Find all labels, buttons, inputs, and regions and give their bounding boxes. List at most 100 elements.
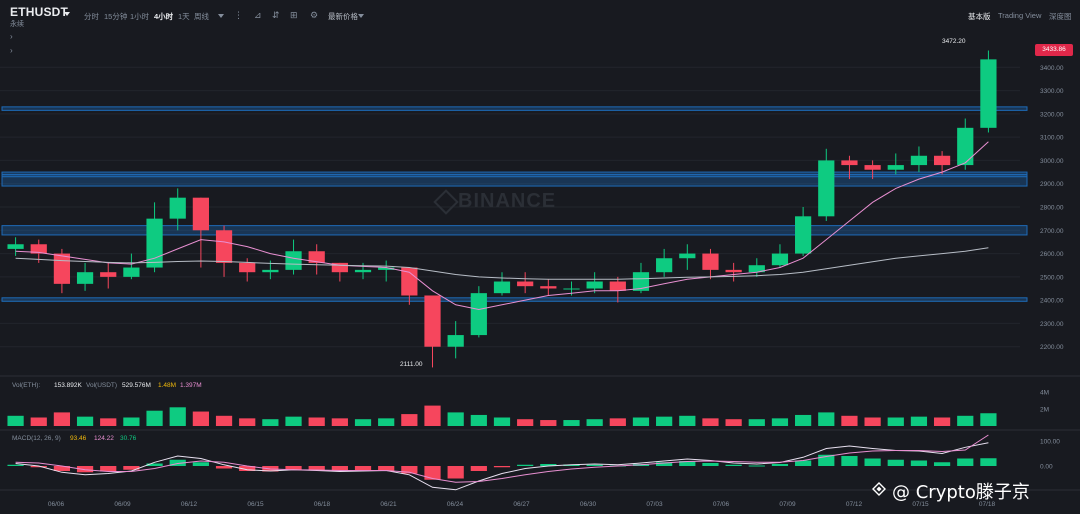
candle-body xyxy=(725,269,742,273)
macd-hist-bar xyxy=(215,466,233,469)
volume-bar xyxy=(493,417,511,426)
tab-depth[interactable]: 深度图 xyxy=(1049,12,1072,21)
volume-bar xyxy=(378,418,395,426)
volume-bar xyxy=(100,418,117,426)
tab-timeframe-4h[interactable]: 4小时 xyxy=(154,12,174,21)
macd-dif-value: 93.46 xyxy=(70,435,87,442)
date-tick-label: 06/18 xyxy=(314,501,331,508)
date-tick-label: 07/12 xyxy=(846,501,863,508)
candle-body xyxy=(910,155,928,166)
macd-hist-bar xyxy=(470,466,487,471)
price-tick-label: 2200.00 xyxy=(1040,344,1064,351)
macd-hist-value: 30.76 xyxy=(120,435,137,442)
volume-usdt-label: Vol(USDT) xyxy=(86,382,118,389)
candle-body xyxy=(470,293,487,336)
price-zone xyxy=(1,225,1028,236)
volume-eth-value: 153.892K xyxy=(54,382,82,389)
volume-bar xyxy=(818,412,835,426)
ma25-line xyxy=(15,141,989,311)
volume-bar xyxy=(7,415,24,426)
low-annotation: 2111.00 xyxy=(400,361,423,368)
macd-hist-bar xyxy=(308,466,325,471)
chevron-down-icon[interactable] xyxy=(358,14,364,18)
price-source-select[interactable]: 最新价格 xyxy=(328,12,358,21)
volume-bar xyxy=(771,418,789,426)
candle-body xyxy=(795,216,812,254)
volume-bar xyxy=(262,419,279,426)
macd-hist-bar xyxy=(702,463,719,466)
candle-body xyxy=(493,281,511,294)
candle-body xyxy=(53,253,71,284)
volume-bar xyxy=(910,416,928,426)
price-zone xyxy=(1,173,1028,187)
current-price-badge: 3433.86 xyxy=(1035,44,1073,56)
price-tick-label: 2700.00 xyxy=(1040,228,1064,235)
tab-timeframe-15m[interactable]: 15分钟 xyxy=(104,12,128,21)
price-tick-label: 3200.00 xyxy=(1040,111,1064,118)
grid-icon[interactable]: ⊞ xyxy=(290,10,298,20)
macd-hist-bar xyxy=(493,466,511,468)
expand-chevron-icon[interactable]: › xyxy=(10,46,13,55)
candle-body xyxy=(262,269,279,273)
indicator-icon[interactable]: ⋮ xyxy=(234,10,243,20)
candle-body xyxy=(401,267,418,296)
tab-tradingview[interactable]: Trading View xyxy=(998,11,1042,20)
volume-ma2-value: 1.397M xyxy=(180,382,202,389)
candle-body xyxy=(239,262,256,273)
chevron-down-icon[interactable] xyxy=(64,12,70,16)
price-tick-label: 2400.00 xyxy=(1040,298,1064,305)
volume-bar xyxy=(632,417,650,426)
price-tick-label: 3100.00 xyxy=(1040,135,1064,142)
macd-tick-label: 100.00 xyxy=(1040,439,1060,446)
volume-bar xyxy=(169,407,186,426)
compare-icon[interactable]: ⇵ xyxy=(272,10,280,20)
volume-ma1-value: 1.48M xyxy=(158,382,177,389)
date-tick-label: 06/12 xyxy=(181,501,198,508)
candle-body xyxy=(609,281,626,291)
macd-hist-bar xyxy=(76,466,94,473)
price-zone xyxy=(1,106,1028,111)
macd-hist-bar xyxy=(957,458,974,466)
drawing-tool-icon[interactable]: ⊿ xyxy=(254,10,262,20)
price-tick-label: 3400.00 xyxy=(1040,65,1064,72)
tab-timeframe-1d[interactable]: 1天 xyxy=(178,12,190,21)
candle-body xyxy=(424,295,441,347)
macd-hist-bar xyxy=(123,466,140,470)
volume-bar xyxy=(586,419,603,426)
date-tick-label: 07/18 xyxy=(979,501,996,508)
candle-body xyxy=(100,272,117,277)
chevron-down-icon[interactable] xyxy=(218,14,224,18)
candle-body xyxy=(980,59,997,128)
gear-icon[interactable]: ⚙ xyxy=(310,10,319,20)
date-tick-label: 06/15 xyxy=(247,501,264,508)
volume-bar xyxy=(864,417,881,426)
volume-usdt-value: 529.576M xyxy=(122,382,151,389)
candle-body xyxy=(215,230,233,263)
watermark: BINANCE xyxy=(458,190,557,212)
candle-body xyxy=(586,281,603,289)
macd-hist-bar xyxy=(771,464,789,466)
macd-hist-bar xyxy=(887,459,904,466)
volume-bar xyxy=(239,418,256,426)
volume-bar xyxy=(795,414,812,426)
candle-body xyxy=(30,244,47,254)
tab-timeframe-1w[interactable]: 周线 xyxy=(194,12,209,21)
tab-timeframe-1h[interactable]: 1小时 xyxy=(130,12,150,21)
tab-basic[interactable]: 基本版 xyxy=(968,12,991,21)
tab-timeframe-time[interactable]: 分时 xyxy=(84,12,99,21)
volume-bar xyxy=(30,417,47,426)
symbol-name[interactable]: ETHUSDT xyxy=(10,5,69,19)
binance-logo-icon xyxy=(872,482,886,496)
macd-hist-bar xyxy=(331,466,348,472)
candle-body xyxy=(123,267,140,277)
macd-hist-bar xyxy=(679,461,696,466)
candle-body xyxy=(656,258,673,273)
candle-body xyxy=(192,197,209,231)
candle-body xyxy=(933,155,951,166)
chart-toolbar: ETHUSDT 永续 分时 15分钟 1小时 4小时 1天 周线 ⋮ ⊿ ⇵ ⊞… xyxy=(0,0,1080,32)
expand-chevron-icon[interactable]: › xyxy=(10,32,13,41)
macd-dea-line xyxy=(15,434,989,483)
volume-bar xyxy=(308,417,325,426)
volume-bar xyxy=(123,417,140,426)
